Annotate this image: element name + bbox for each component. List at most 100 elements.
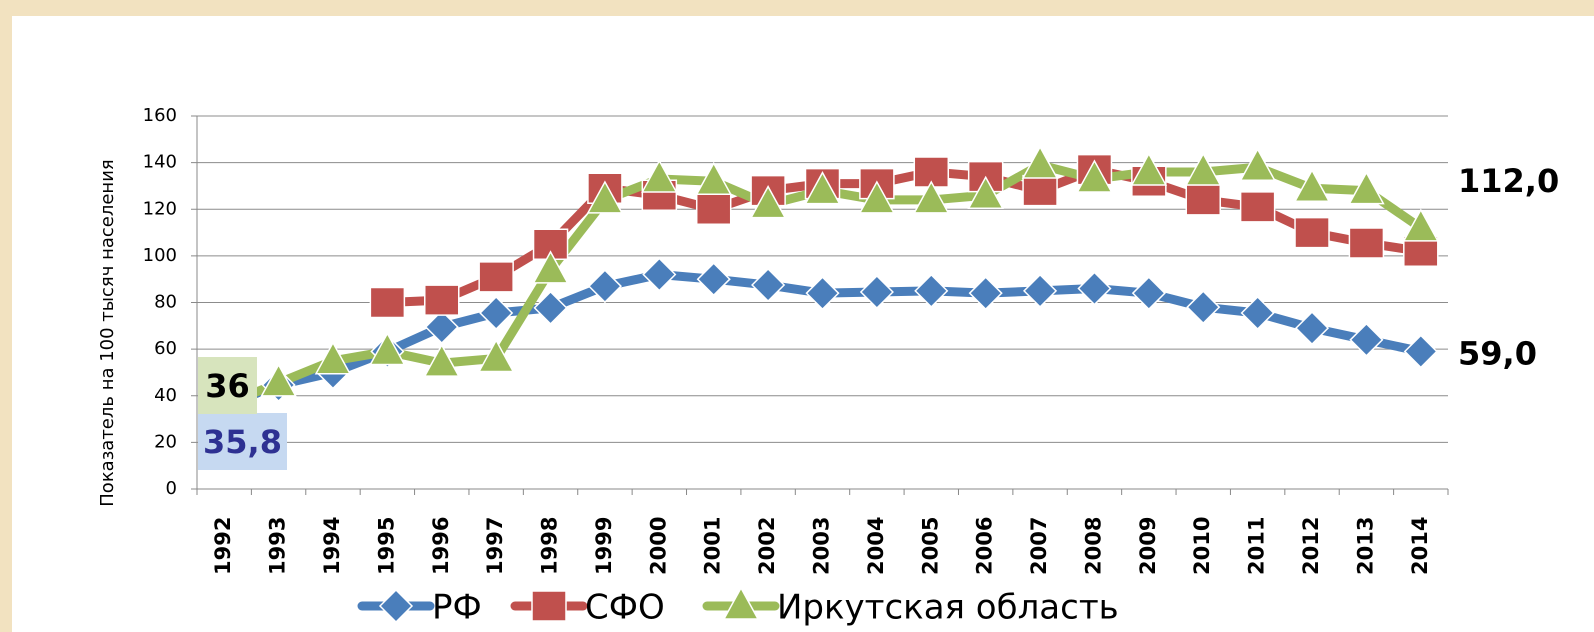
x-tick-label: 1992 bbox=[211, 517, 235, 575]
diamond-marker bbox=[1186, 290, 1221, 325]
x-tick-label: 2011 bbox=[1245, 517, 1269, 575]
data-label: 112,0 bbox=[1458, 162, 1559, 200]
y-tick-label: 20 bbox=[154, 431, 177, 452]
diamond-marker bbox=[1131, 276, 1166, 311]
x-tick-label: 2000 bbox=[646, 517, 670, 575]
y-tick-label: 160 bbox=[143, 105, 177, 126]
x-tick-label: 2010 bbox=[1190, 517, 1214, 575]
triangle-marker bbox=[477, 338, 515, 373]
legend-marker bbox=[722, 586, 760, 620]
x-tick-label: 2004 bbox=[864, 517, 888, 575]
x-tick-label: 2012 bbox=[1299, 517, 1323, 575]
x-tick-label: 2008 bbox=[1081, 517, 1105, 575]
x-tick-label: 2013 bbox=[1353, 517, 1377, 575]
x-tick-label: 1993 bbox=[266, 517, 290, 575]
y-tick-label: 0 bbox=[166, 478, 177, 499]
y-tick-label: 120 bbox=[143, 198, 177, 219]
diamond-marker bbox=[696, 262, 731, 297]
triangle-marker bbox=[260, 363, 297, 397]
data-label-box bbox=[198, 413, 287, 470]
triangle-marker bbox=[722, 586, 760, 620]
y-tick-label: 60 bbox=[154, 338, 177, 359]
chart-panel bbox=[12, 16, 1594, 632]
triangle-marker bbox=[1239, 147, 1276, 182]
square-marker bbox=[1294, 216, 1330, 249]
triangle-marker bbox=[369, 331, 406, 366]
x-tick-label: 1996 bbox=[429, 517, 453, 575]
square-marker bbox=[531, 590, 567, 622]
diamond-marker bbox=[424, 309, 459, 345]
x-tick-label: 2014 bbox=[1408, 517, 1432, 575]
data-label-box bbox=[198, 357, 257, 414]
x-tick-label: 1998 bbox=[538, 517, 562, 575]
triangle-marker bbox=[1076, 159, 1113, 193]
y-tick-label: 100 bbox=[143, 245, 177, 266]
square-marker bbox=[913, 156, 950, 188]
triangle-marker bbox=[749, 185, 787, 219]
diamond-marker bbox=[378, 588, 414, 624]
x-tick-label: 1997 bbox=[483, 517, 507, 575]
square-marker bbox=[1185, 184, 1221, 216]
triangle-marker bbox=[423, 343, 461, 377]
diamond-marker bbox=[751, 267, 786, 303]
diamond-marker bbox=[642, 257, 677, 292]
diamond-marker bbox=[805, 276, 840, 311]
diamond-marker bbox=[914, 273, 949, 308]
diamond-marker bbox=[1023, 273, 1058, 308]
diamond-marker bbox=[1077, 271, 1112, 306]
y-axis-label: Показатель на 100 тысяч населения bbox=[97, 159, 118, 506]
triangle-marker bbox=[1348, 171, 1385, 205]
x-tick-label: 1999 bbox=[592, 517, 616, 575]
diamond-marker bbox=[968, 276, 1003, 311]
diamond-marker bbox=[479, 295, 514, 331]
legend-label: СФО bbox=[585, 588, 665, 628]
diamond-marker bbox=[587, 269, 622, 304]
square-marker bbox=[1348, 227, 1385, 259]
square-marker bbox=[369, 286, 406, 319]
triangle-marker bbox=[1130, 152, 1168, 186]
legend-marker bbox=[531, 590, 567, 622]
data-label: 59,0 bbox=[1458, 334, 1537, 372]
x-tick-label: 2007 bbox=[1027, 517, 1051, 575]
diamond-marker bbox=[1240, 295, 1275, 331]
x-tick-label: 2009 bbox=[1136, 517, 1160, 575]
diamond-marker bbox=[1294, 311, 1330, 346]
square-marker bbox=[424, 284, 460, 316]
legend-label: РФ bbox=[432, 588, 482, 628]
data-label: 36 bbox=[205, 367, 250, 405]
diamond-marker bbox=[1403, 334, 1438, 369]
triangle-marker bbox=[641, 159, 678, 193]
x-tick-label: 1995 bbox=[374, 517, 398, 575]
x-tick-label: 2005 bbox=[918, 517, 942, 575]
x-tick-label: 2002 bbox=[755, 517, 779, 575]
data-label: 35,8 bbox=[203, 423, 282, 461]
x-tick-label: 2006 bbox=[973, 517, 997, 575]
x-tick-label: 2001 bbox=[701, 517, 725, 575]
triangle-marker bbox=[967, 175, 1004, 210]
triangle-marker bbox=[695, 161, 732, 196]
x-tick-label: 2003 bbox=[810, 517, 834, 575]
square-marker bbox=[532, 228, 569, 260]
y-tick-label: 40 bbox=[154, 385, 177, 406]
diamond-marker bbox=[1349, 322, 1384, 357]
y-tick-label: 140 bbox=[143, 152, 177, 173]
square-marker bbox=[478, 261, 514, 293]
triangle-marker bbox=[858, 180, 896, 214]
legend-marker bbox=[378, 588, 414, 624]
triangle-marker bbox=[532, 250, 569, 284]
triangle-marker bbox=[1293, 168, 1331, 203]
diamond-marker bbox=[533, 290, 568, 325]
triangle-marker bbox=[913, 180, 950, 214]
square-marker bbox=[695, 193, 732, 225]
square-marker bbox=[1022, 174, 1058, 207]
triangle-marker bbox=[804, 171, 841, 205]
square-marker bbox=[1239, 191, 1276, 223]
triangle-marker bbox=[586, 180, 624, 214]
diamond-marker bbox=[859, 274, 894, 310]
triangle-marker bbox=[1402, 208, 1440, 242]
triangle-marker bbox=[1021, 145, 1059, 179]
triangle-marker bbox=[1184, 152, 1222, 186]
x-tick-label: 1994 bbox=[320, 517, 344, 575]
